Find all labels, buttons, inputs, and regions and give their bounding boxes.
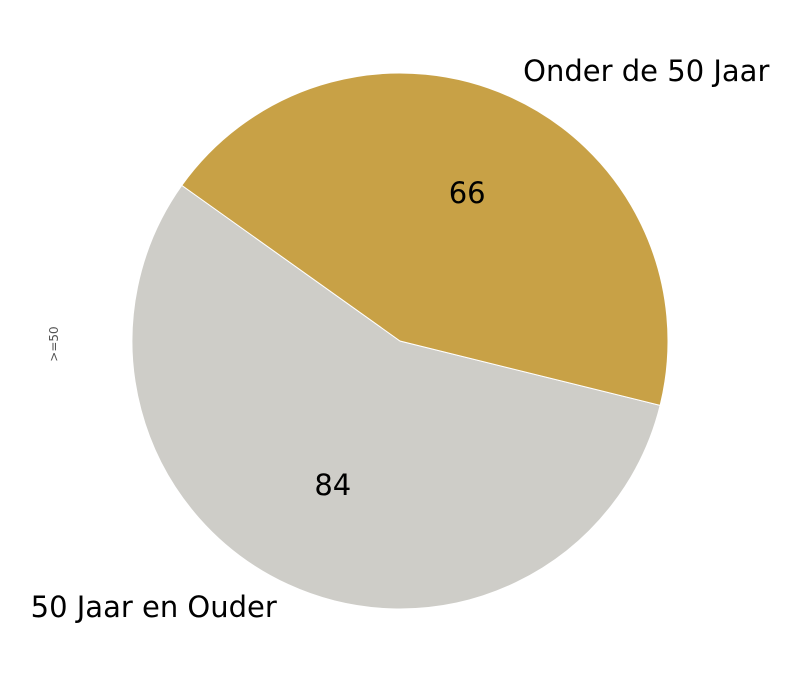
pie-labels: 50 Jaar en Ouder 84 Onder de 50 Jaar 66 <box>31 54 770 624</box>
category-label-1: 50 Jaar en Ouder <box>31 590 277 624</box>
pie-slice-1 <box>131 184 661 610</box>
y-axis-label: >=50 <box>47 326 61 361</box>
value-label-2: 66 <box>449 176 486 210</box>
value-label-1: 84 <box>314 468 351 502</box>
category-label-2: Onder de 50 Jaar <box>523 54 769 88</box>
pie-slices <box>131 72 669 610</box>
pie-slice-2 <box>181 72 669 406</box>
